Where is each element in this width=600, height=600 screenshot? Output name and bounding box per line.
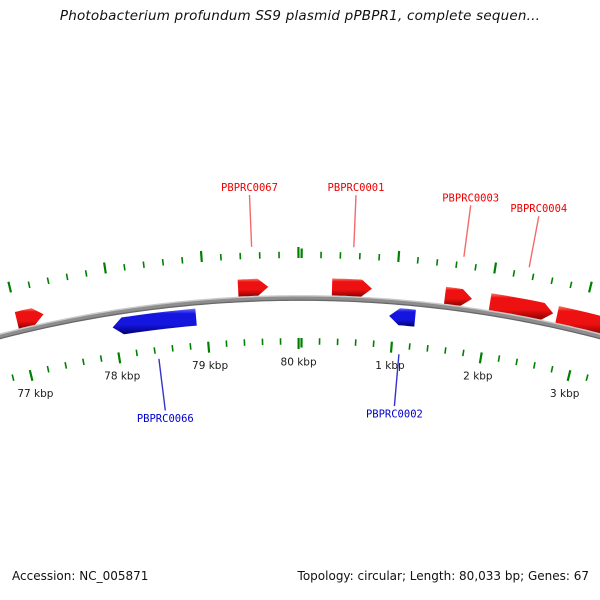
gene-arrow[interactable] xyxy=(14,308,44,329)
major-tick xyxy=(28,369,34,382)
major-tick xyxy=(7,281,13,293)
major-tick xyxy=(566,369,572,382)
minor-tick xyxy=(99,355,103,362)
major-tick xyxy=(117,352,122,364)
backbone-highlight-arc xyxy=(0,295,600,335)
gene-label-leader xyxy=(463,205,472,257)
minor-tick xyxy=(550,277,554,285)
gene-label-pbprc0066[interactable]: PBPRC0066 xyxy=(137,413,194,425)
major-tick xyxy=(588,281,593,293)
minor-tick xyxy=(135,349,138,357)
ruler-tick-label: 80 kbp xyxy=(281,357,317,369)
gene-label-leader xyxy=(248,194,253,247)
minor-tick xyxy=(46,277,50,285)
minor-tick xyxy=(532,362,536,369)
major-tick xyxy=(397,250,401,262)
gene-label-leader xyxy=(528,216,540,268)
minor-tick xyxy=(153,347,156,354)
minor-tick xyxy=(84,270,88,277)
ruler-tick-label: 77 kbp xyxy=(17,388,53,400)
ruler-tick-label: 2 kbp xyxy=(463,371,493,383)
ruler-tick-label: 1 kbp xyxy=(375,360,405,372)
gene-label-pbprc0003[interactable]: PBPRC0003 xyxy=(442,192,499,204)
major-tick xyxy=(493,262,498,274)
gene-arrow-pbprc0004[interactable] xyxy=(488,293,554,320)
gene-label-leader xyxy=(393,354,400,407)
minor-tick xyxy=(27,281,31,289)
minor-tick xyxy=(408,343,411,350)
gene-arrow-pbprc0001[interactable] xyxy=(331,278,372,297)
ruler-tick-label: 79 kbp xyxy=(192,360,228,372)
minor-tick xyxy=(444,347,447,354)
page-title: Photobacterium profundum SS9 plasmid pPB… xyxy=(59,8,541,24)
minor-tick xyxy=(189,343,192,350)
minor-tick xyxy=(531,273,535,281)
gene-label-pbprc0067[interactable]: PBPRC0067 xyxy=(221,182,278,194)
major-tick xyxy=(199,250,203,262)
status-accession: Accession: NC_005871 xyxy=(12,569,149,583)
gene-arrow[interactable] xyxy=(555,306,600,335)
minor-tick xyxy=(142,261,145,268)
minor-tick xyxy=(455,261,458,268)
minor-tick xyxy=(65,273,69,281)
minor-tick xyxy=(123,263,126,271)
minor-tick xyxy=(550,365,554,373)
gene-label-pbprc0002[interactable]: PBPRC0002 xyxy=(366,409,423,421)
minor-tick xyxy=(426,345,429,352)
minor-tick xyxy=(82,358,85,366)
minor-tick xyxy=(515,358,519,366)
major-tick xyxy=(389,341,393,353)
minor-tick xyxy=(585,374,589,382)
major-tick xyxy=(103,262,107,274)
backbone-shadow-arc xyxy=(0,299,600,340)
gene-arrow-pbprc0003[interactable] xyxy=(444,286,472,306)
gene-label-leader xyxy=(158,358,166,411)
ruler-tick-label: 78 kbp xyxy=(104,371,140,383)
minor-tick xyxy=(436,259,439,266)
minor-tick xyxy=(474,263,477,271)
minor-tick xyxy=(181,257,184,264)
minor-tick xyxy=(161,259,165,266)
minor-tick xyxy=(462,349,465,357)
backbone-arc xyxy=(0,295,600,339)
gene-label-pbprc0001[interactable]: PBPRC0001 xyxy=(328,182,385,194)
gene-arrow-pbprc0002[interactable] xyxy=(389,308,416,327)
minor-tick xyxy=(11,374,15,381)
status-summary: Topology: circular; Length: 80,033 bp; G… xyxy=(297,569,589,583)
status-bar: Accession: NC_005871 Topology: circular;… xyxy=(0,569,600,589)
minor-tick xyxy=(46,365,50,373)
ruler-tick-label: 3 kbp xyxy=(550,388,580,400)
minor-tick xyxy=(171,345,174,352)
minor-tick xyxy=(512,270,516,277)
gene-arrow-pbprc0066[interactable] xyxy=(112,308,197,335)
major-tick xyxy=(207,341,211,353)
gene-arrow-pbprc0067[interactable] xyxy=(237,278,269,297)
gene-label-pbprc0004[interactable]: PBPRC0004 xyxy=(510,203,567,215)
minor-tick xyxy=(569,281,573,289)
minor-tick xyxy=(497,355,501,362)
major-tick xyxy=(478,352,483,364)
gene-label-leader xyxy=(353,195,357,248)
minor-tick xyxy=(416,257,419,264)
minor-tick xyxy=(64,362,68,369)
